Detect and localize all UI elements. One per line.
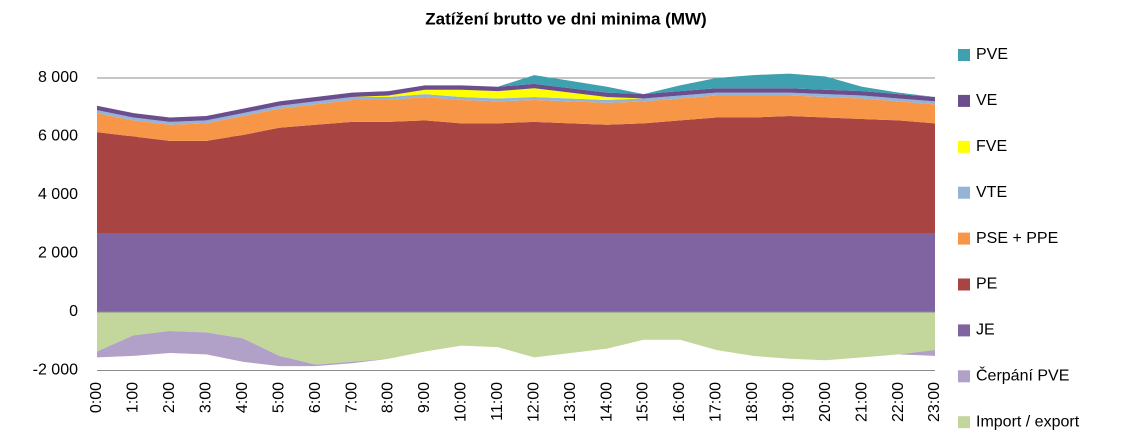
legend-label: Čerpání PVE <box>976 366 1069 385</box>
x-tick-label: 13:00 <box>562 382 579 422</box>
legend-swatch <box>958 49 970 61</box>
x-tick-label: 15:00 <box>635 382 652 422</box>
legend-swatch <box>958 370 970 383</box>
legend-label: PSE + PPE <box>976 230 1058 247</box>
area <box>97 312 935 365</box>
legend-label: VTE <box>976 184 1007 201</box>
area <box>97 116 935 234</box>
legend-label: FVE <box>976 138 1007 155</box>
x-tick-label: 8:00 <box>380 382 397 413</box>
area <box>97 88 935 122</box>
y-tick-label: 2 000 <box>38 245 78 262</box>
x-tick-label: 17:00 <box>708 382 725 422</box>
x-tick-label: 4:00 <box>234 382 251 413</box>
area <box>97 73 935 118</box>
x-tick-label: 1:00 <box>125 382 142 413</box>
area <box>97 83 935 122</box>
area <box>97 233 935 312</box>
legend-label: Import / export <box>976 413 1080 430</box>
x-tick-label: 22:00 <box>890 382 907 422</box>
x-tick-label: 2:00 <box>161 382 178 413</box>
legend-swatch <box>958 324 970 337</box>
x-tick-label: 11:00 <box>489 382 506 421</box>
x-tick-label: 20:00 <box>817 382 834 422</box>
x-tick-label: 23:00 <box>926 382 943 422</box>
legend-label: VE <box>976 92 997 109</box>
x-tick-label: 18:00 <box>744 382 761 422</box>
x-tick-label: 10:00 <box>453 382 470 422</box>
area <box>97 331 935 367</box>
y-tick-label: 8 000 <box>38 69 78 86</box>
area <box>97 92 935 125</box>
y-tick-label: 4 000 <box>38 186 78 203</box>
y-tick-label: 0 <box>69 303 78 320</box>
x-tick-label: 19:00 <box>780 382 797 422</box>
x-tick-label: 9:00 <box>416 382 433 413</box>
x-tick-label: 0:00 <box>88 382 105 413</box>
area <box>97 95 935 141</box>
legend-swatch <box>958 416 970 429</box>
x-tick-label: 12:00 <box>525 382 542 422</box>
legend-label: PVE <box>976 46 1008 63</box>
x-tick-label: 6:00 <box>307 382 324 413</box>
y-tick-label: 6 000 <box>38 128 78 145</box>
legend-swatch <box>958 278 970 291</box>
x-tick-label: 7:00 <box>343 382 360 413</box>
legend-label: JE <box>976 322 995 339</box>
legend-swatch <box>958 94 970 107</box>
x-tick-label: 14:00 <box>598 382 615 422</box>
x-tick-label: 5:00 <box>270 382 287 413</box>
x-tick-label: 16:00 <box>671 382 688 422</box>
chart-title: Zatížení brutto ve dni minima (MW) <box>425 9 706 28</box>
legend-swatch <box>958 232 970 245</box>
x-tick-label: 3:00 <box>198 382 215 413</box>
legend-swatch <box>958 186 970 199</box>
legend-label: PE <box>976 276 997 293</box>
y-tick-label: -2 000 <box>33 362 78 379</box>
x-tick-label: 21:00 <box>853 382 870 422</box>
legend-swatch <box>958 140 970 153</box>
